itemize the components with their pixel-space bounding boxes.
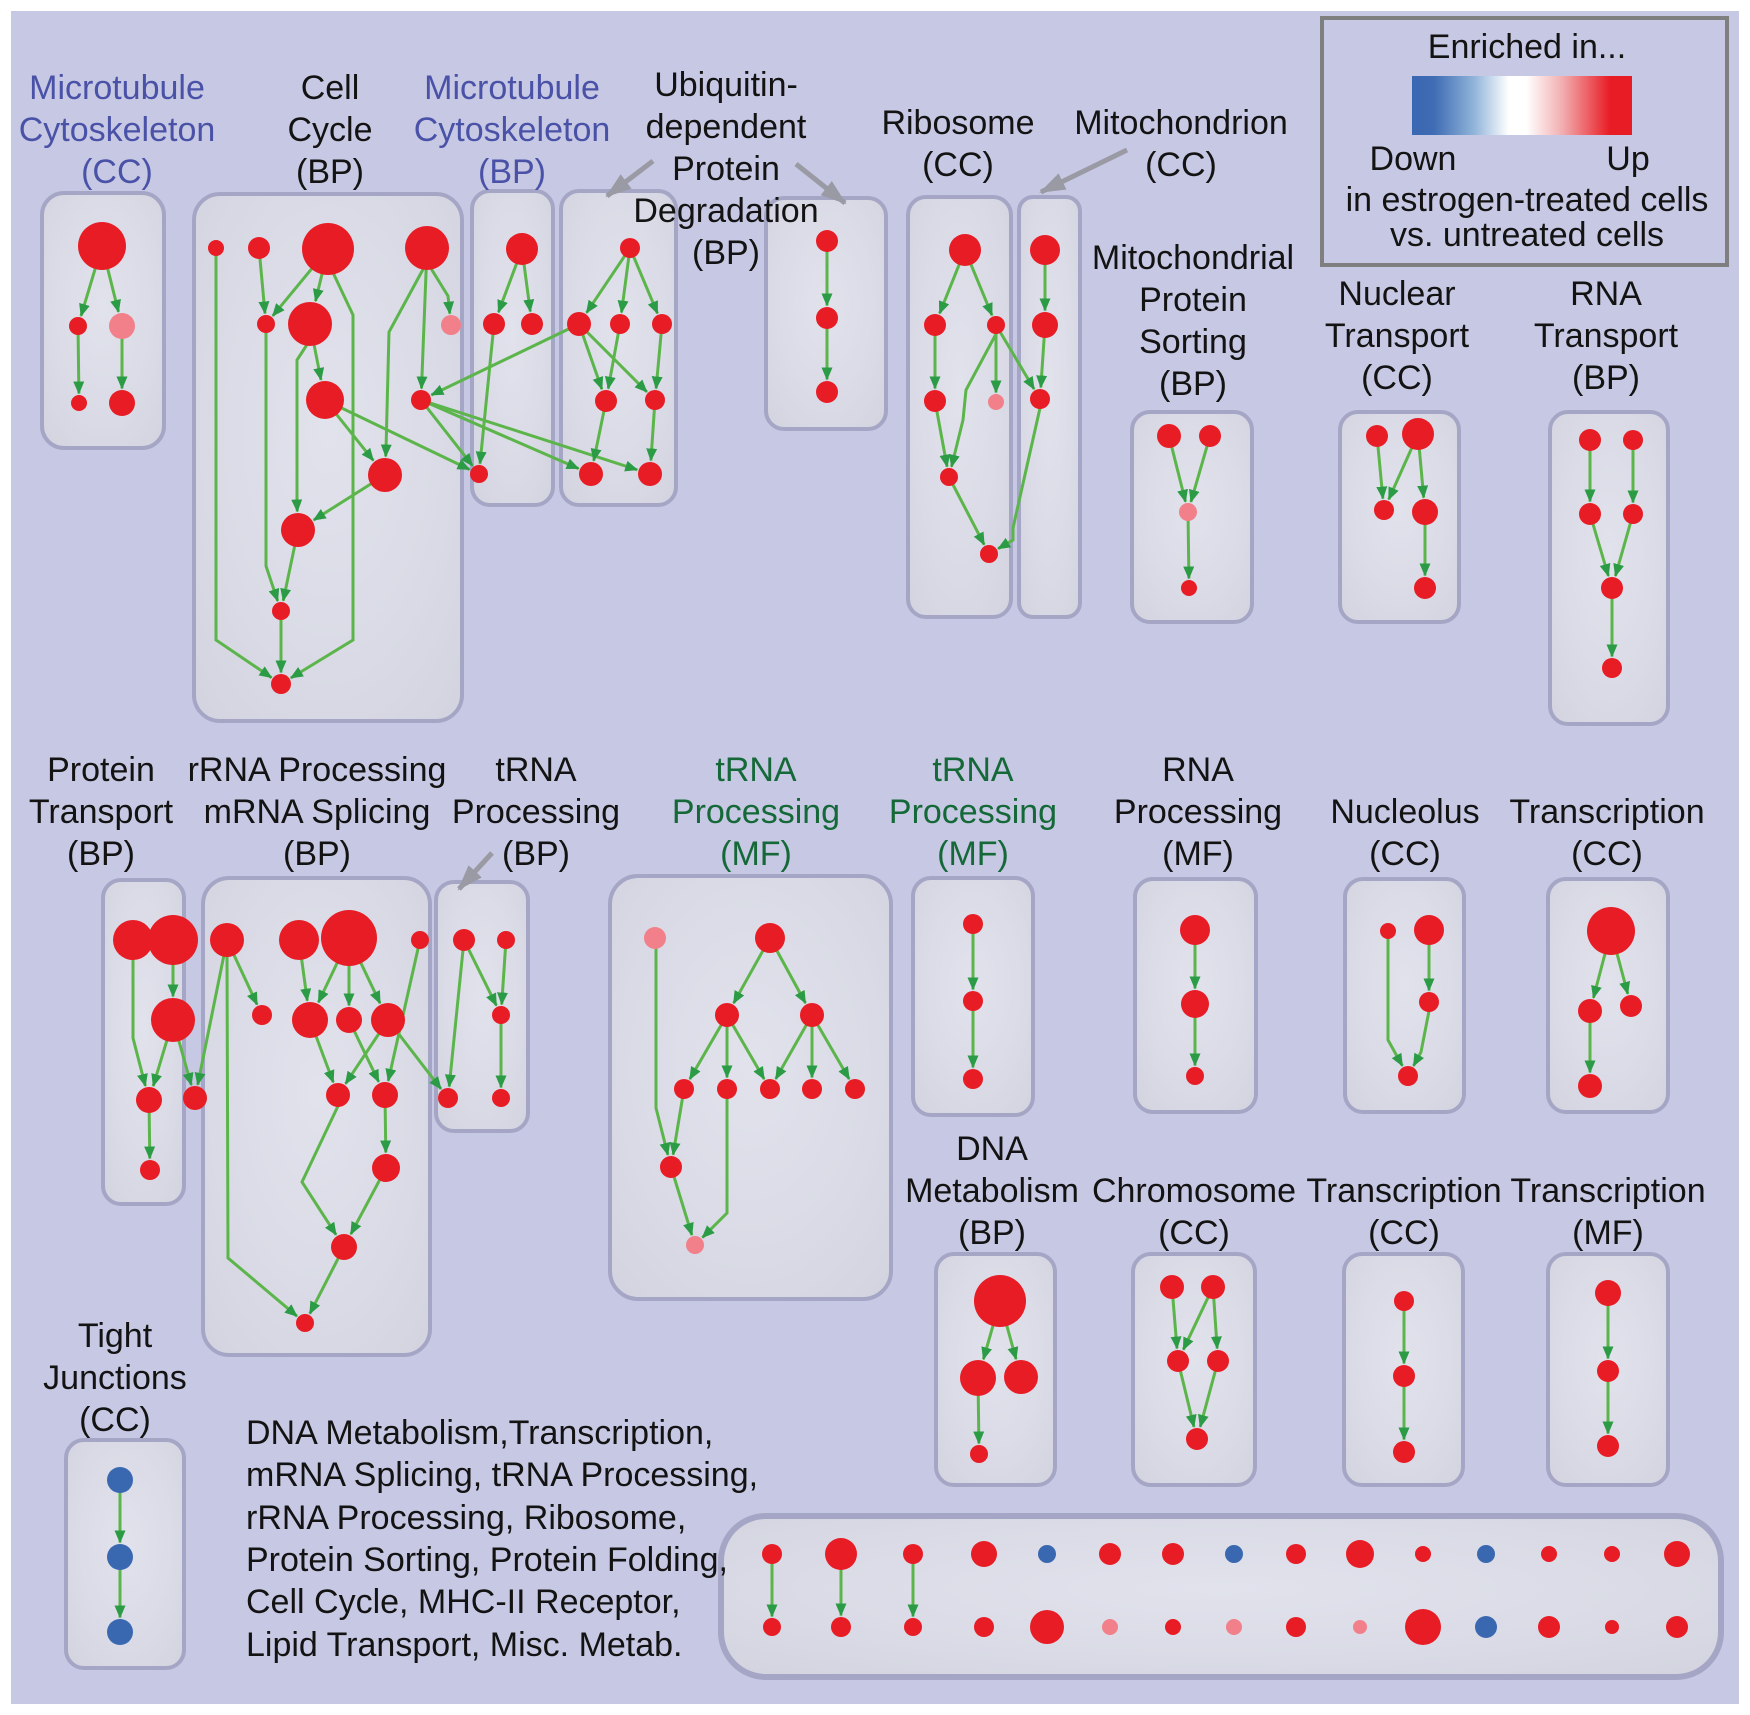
svg-text:Mitochondrion: Mitochondrion	[1074, 104, 1288, 142]
svg-text:(MF): (MF)	[720, 835, 792, 873]
svg-text:(CC): (CC)	[922, 146, 994, 184]
svg-text:(CC): (CC)	[1158, 1214, 1230, 1252]
svg-text:Down: Down	[1370, 140, 1457, 178]
svg-text:vs. untreated cells: vs. untreated cells	[1390, 216, 1664, 254]
svg-text:Processing: Processing	[672, 793, 840, 831]
svg-text:Cytoskeleton: Cytoskeleton	[19, 111, 216, 149]
svg-text:Processing: Processing	[1114, 793, 1282, 831]
svg-text:Ubiquitin-: Ubiquitin-	[654, 66, 798, 104]
svg-text:Transcription: Transcription	[1306, 1172, 1501, 1210]
svg-text:mRNA Splicing: mRNA Splicing	[204, 793, 431, 831]
svg-text:Cell: Cell	[301, 69, 360, 107]
svg-text:(BP): (BP)	[692, 234, 760, 272]
svg-text:RNA: RNA	[1162, 751, 1234, 789]
svg-text:(CC): (CC)	[1145, 146, 1217, 184]
svg-text:(MF): (MF)	[937, 835, 1009, 873]
svg-text:Up: Up	[1606, 140, 1649, 178]
svg-text:Mitochondrial: Mitochondrial	[1092, 239, 1294, 277]
svg-text:(CC): (CC)	[1361, 359, 1433, 397]
svg-text:(BP): (BP)	[958, 1214, 1026, 1252]
svg-text:Tight: Tight	[78, 1317, 153, 1355]
svg-text:in estrogen-treated cells: in estrogen-treated cells	[1346, 181, 1709, 219]
svg-text:(BP): (BP)	[502, 835, 570, 873]
svg-text:DNA: DNA	[956, 1130, 1028, 1168]
svg-text:(CC): (CC)	[1369, 835, 1441, 873]
svg-text:Transport: Transport	[29, 793, 174, 831]
svg-text:Nuclear: Nuclear	[1338, 275, 1455, 313]
svg-text:Protein Sorting, Protein Foldi: Protein Sorting, Protein Folding,	[246, 1541, 728, 1579]
svg-text:Transcription: Transcription	[1510, 1172, 1705, 1210]
svg-text:Protein: Protein	[672, 150, 780, 188]
svg-text:(BP): (BP)	[67, 835, 135, 873]
svg-text:Cytoskeleton: Cytoskeleton	[414, 111, 611, 149]
svg-text:(CC): (CC)	[79, 1401, 151, 1439]
svg-text:(MF): (MF)	[1572, 1214, 1644, 1252]
svg-text:Transport: Transport	[1325, 317, 1470, 355]
svg-text:tRNA: tRNA	[715, 751, 797, 789]
svg-text:(BP): (BP)	[1572, 359, 1640, 397]
svg-text:DNA Metabolism,Transcription,: DNA Metabolism,Transcription,	[246, 1414, 713, 1452]
svg-text:Degradation: Degradation	[633, 192, 818, 230]
svg-text:Cell Cycle, MHC-II Receptor,: Cell Cycle, MHC-II Receptor,	[246, 1583, 681, 1621]
svg-text:(BP): (BP)	[296, 153, 364, 191]
svg-text:Processing: Processing	[889, 793, 1057, 831]
svg-text:Junctions: Junctions	[43, 1359, 187, 1397]
svg-text:Lipid Transport, Misc. Metab.: Lipid Transport, Misc. Metab.	[246, 1626, 683, 1664]
svg-text:Transcription: Transcription	[1509, 793, 1704, 831]
svg-text:(BP): (BP)	[283, 835, 351, 873]
svg-text:Chromosome: Chromosome	[1092, 1172, 1296, 1210]
svg-text:dependent: dependent	[646, 108, 807, 146]
svg-text:Sorting: Sorting	[1139, 323, 1247, 361]
svg-text:tRNA: tRNA	[495, 751, 577, 789]
svg-text:Protein: Protein	[1139, 281, 1247, 319]
svg-text:(CC): (CC)	[81, 153, 153, 191]
svg-text:tRNA: tRNA	[932, 751, 1014, 789]
svg-text:Ribosome: Ribosome	[881, 104, 1034, 142]
svg-text:RNA: RNA	[1570, 275, 1642, 313]
svg-text:Processing: Processing	[452, 793, 620, 831]
svg-text:(CC): (CC)	[1571, 835, 1643, 873]
svg-text:rRNA Processing, Ribosome,: rRNA Processing, Ribosome,	[246, 1499, 686, 1537]
svg-text:Nucleolus: Nucleolus	[1330, 793, 1479, 831]
svg-text:Microtubule: Microtubule	[424, 69, 600, 107]
svg-text:(BP): (BP)	[1159, 365, 1227, 403]
svg-text:mRNA Splicing, tRNA Processing: mRNA Splicing, tRNA Processing,	[246, 1456, 758, 1494]
svg-text:Transport: Transport	[1534, 317, 1679, 355]
svg-text:(BP): (BP)	[478, 153, 546, 191]
svg-text:(CC): (CC)	[1368, 1214, 1440, 1252]
svg-text:Cycle: Cycle	[287, 111, 372, 149]
svg-text:rRNA Processing: rRNA Processing	[188, 751, 447, 789]
svg-text:Microtubule: Microtubule	[29, 69, 205, 107]
svg-text:Protein: Protein	[47, 751, 155, 789]
svg-text:Enriched in...: Enriched in...	[1428, 28, 1626, 66]
svg-text:(MF): (MF)	[1162, 835, 1234, 873]
svg-text:Metabolism: Metabolism	[905, 1172, 1079, 1210]
